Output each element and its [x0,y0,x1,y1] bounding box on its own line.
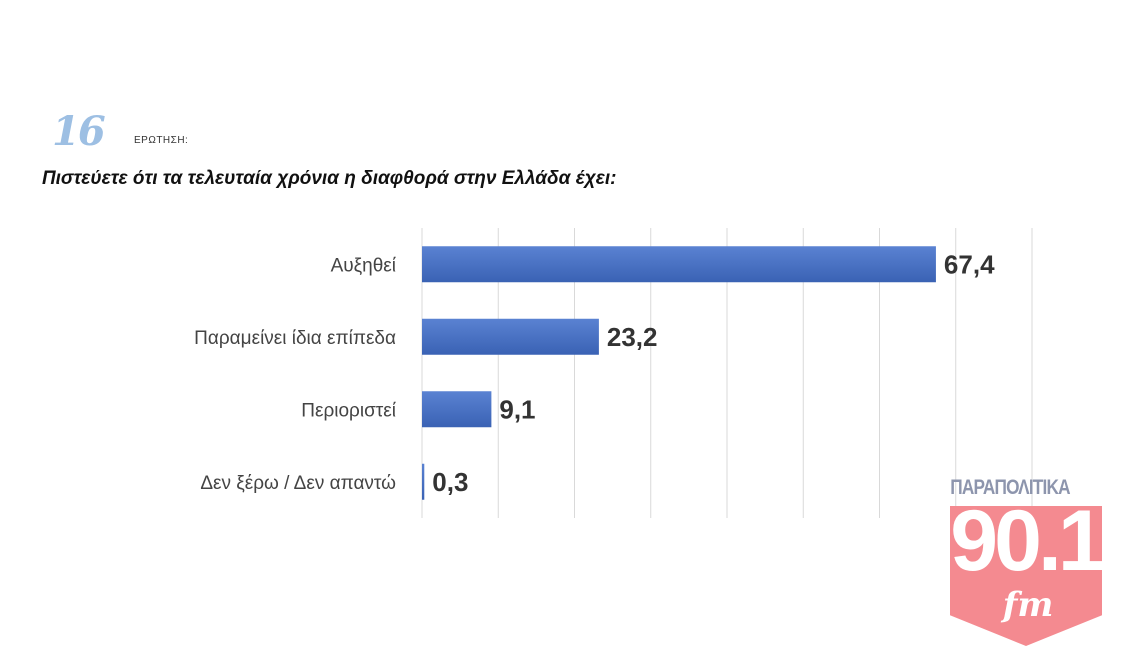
bar [422,391,492,428]
bar [422,463,425,500]
logo-fm: fm [1002,585,1054,625]
logo-brand-text: ΠΑΡΑΠΟΛΙΤΙΚΑ [950,476,1070,499]
radio-logo: ΠΑΡΑΠΟΛΙΤΙΚΑ 90.1 fm [946,476,1106,651]
question-label: ΕΡΩΤΗΣΗ: [134,135,189,146]
question-text: Πιστεύετε ότι τα τελευταία χρόνια η διαφ… [42,168,617,189]
category-label: Παραμείνει ίδια επίπεδα [194,328,396,349]
question-number: 16 [52,108,106,155]
bar [422,318,599,355]
bar [422,246,936,283]
category-label: Περιοριστεί [301,400,397,421]
value-label: 0,3 [432,467,468,497]
value-label: 23,2 [607,322,658,352]
category-label: Δεν ξέρω / Δεν απαντώ [200,473,396,494]
category-label: Αυξηθεί [331,255,397,276]
logo-frequency: 90.1 [950,493,1105,589]
value-label: 67,4 [944,249,995,279]
value-label: 9,1 [499,394,535,424]
logo-shield [950,506,1102,646]
